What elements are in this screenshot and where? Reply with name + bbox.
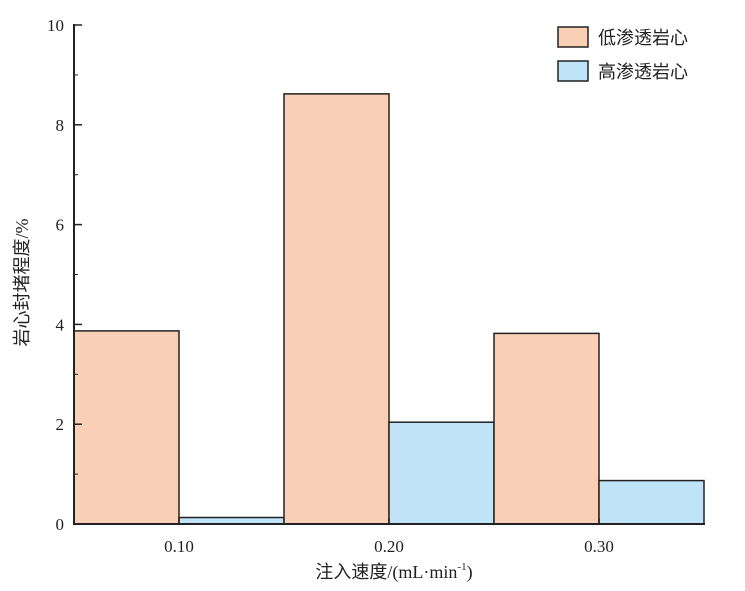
x-tick-label: 0.20 [374, 537, 404, 556]
bar-0.20-series-1 [283, 93, 390, 525]
x-tick-label: 0.10 [164, 537, 194, 556]
bar-0.30-series-2 [598, 479, 705, 525]
y-tick-label: 8 [56, 116, 65, 135]
x-axis-label: 注入速度/(mL·min-1) [315, 561, 472, 583]
legend-label: 高渗透岩心 [598, 62, 688, 82]
bar-0.20-series-2 [388, 421, 495, 525]
bars-layer [73, 93, 705, 525]
y-tick-label: 4 [56, 315, 65, 334]
x-ticks: 0.10 0.20 0.30 [164, 518, 614, 556]
legend-label: 低渗透岩心 [598, 28, 688, 48]
legend-swatch [557, 60, 589, 82]
y-ticks: 0 2 4 6 8 10 [47, 16, 82, 534]
y-tick-label: 10 [47, 16, 64, 35]
bar-0.30-series-1 [493, 332, 600, 525]
y-axis-label: 岩心封堵程度/% [12, 218, 32, 346]
bar-0.10-series-1 [73, 330, 180, 525]
y-tick-label: 6 [56, 216, 65, 235]
legend-swatch [557, 26, 589, 48]
x-tick-label: 0.30 [584, 537, 614, 556]
y-tick-label: 0 [56, 515, 65, 534]
y-tick-label: 2 [56, 415, 65, 434]
